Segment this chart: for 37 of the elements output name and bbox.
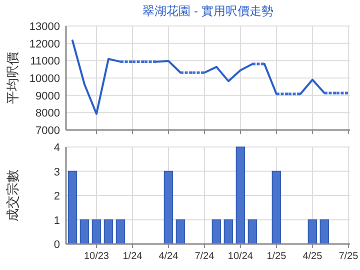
x-tick-label: 10/23 xyxy=(84,251,110,262)
y-axis-title: 成交宗數 xyxy=(5,170,20,222)
x-tick-label: 7/24 xyxy=(194,251,215,262)
bar xyxy=(272,170,282,244)
y-tick-label: 7000 xyxy=(36,125,60,137)
x-tick-label: 1/25 xyxy=(266,251,287,262)
x-tick-label: 7/25 xyxy=(338,251,359,262)
y-tick-label: 10000 xyxy=(29,73,60,85)
bar xyxy=(116,219,126,244)
bar xyxy=(320,219,330,244)
bar xyxy=(236,146,246,244)
bar xyxy=(164,170,174,244)
bar xyxy=(80,219,90,244)
y-tick-label: 8000 xyxy=(36,108,60,120)
y-tick-label: 0 xyxy=(54,239,60,251)
x-tick-label: 4/24 xyxy=(158,251,179,262)
bar xyxy=(212,219,222,244)
bar xyxy=(92,219,102,244)
x-tick-label: 4/25 xyxy=(302,251,323,262)
y-tick-label: 9000 xyxy=(36,90,60,102)
bar xyxy=(68,170,78,244)
y-tick-label: 13000 xyxy=(29,21,60,33)
y-tick-label: 11000 xyxy=(30,56,60,68)
y-axis-title: 平均呎價 xyxy=(5,52,20,104)
y-tick-label: 3 xyxy=(54,166,60,178)
bar xyxy=(224,219,234,244)
y-tick-label: 4 xyxy=(54,142,60,154)
bar xyxy=(104,219,114,244)
bar xyxy=(308,219,318,244)
y-tick-label: 2 xyxy=(54,190,60,202)
bar xyxy=(176,219,186,244)
bar xyxy=(248,219,258,244)
x-tick-label: 1/24 xyxy=(122,251,143,262)
x-tick-label: 10/24 xyxy=(228,251,254,262)
y-tick-label: 12000 xyxy=(29,38,60,50)
chart-title: 翠湖花園 - 實用呎價走勢 xyxy=(142,4,274,18)
y-tick-label: 1 xyxy=(54,214,60,227)
